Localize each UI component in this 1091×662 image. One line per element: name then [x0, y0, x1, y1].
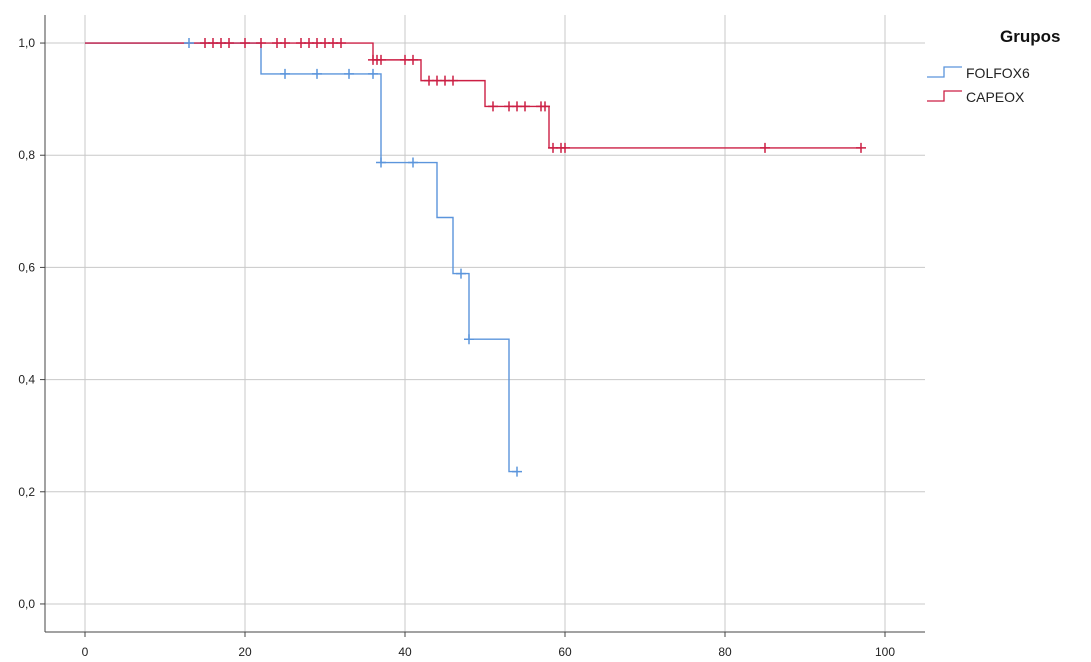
y-tick-label: 0,0 [18, 597, 35, 611]
censor-mark-folfox6 [184, 38, 194, 49]
legend-label-capeox: CAPEOX [966, 89, 1025, 105]
censor-mark-folfox6 [368, 68, 378, 79]
axes: 0 20 40 60 80 100 0,0 0,2 0,4 0,6 0,8 1,0 [18, 15, 925, 659]
censor-mark-capeox [224, 38, 234, 49]
legend-label-folfox6: FOLFOX6 [966, 65, 1030, 81]
censor-mark-folfox6 [280, 68, 290, 79]
censor-mark-folfox6 [376, 157, 386, 168]
series-line-capeox [85, 42, 861, 149]
x-tick-label: 80 [718, 645, 732, 659]
censor-mark-capeox [280, 38, 290, 49]
censor-mark-capeox [376, 54, 386, 65]
series-line-folfox6 [85, 42, 517, 473]
y-tick-label: 0,2 [18, 485, 35, 499]
x-tick-label: 60 [558, 645, 572, 659]
censor-mark-capeox [488, 101, 498, 112]
x-tick-label: 40 [398, 645, 412, 659]
x-tick-label: 20 [238, 645, 252, 659]
censor-mark-capeox [760, 142, 770, 153]
censor-mark-capeox [856, 142, 866, 153]
x-tick-label: 0 [82, 645, 89, 659]
legend-title: Grupos [1000, 27, 1060, 46]
y-tick-label: 0,6 [18, 260, 35, 274]
y-tick-label: 1,0 [18, 36, 35, 50]
censor-mark-folfox6 [512, 466, 522, 477]
x-tick-label: 100 [875, 645, 895, 659]
censor-mark-folfox6 [408, 157, 418, 168]
censor-mark-folfox6 [344, 68, 354, 79]
censor-mark-capeox [240, 38, 250, 49]
series-lines [85, 42, 861, 473]
censor-mark-capeox [560, 142, 570, 153]
censor-mark-capeox [256, 38, 266, 49]
grid [45, 15, 925, 632]
censor-mark-folfox6 [456, 268, 466, 279]
censor-mark-folfox6 [312, 68, 322, 79]
censor-mark-folfox6 [464, 334, 474, 345]
legend-swatch-folfox6 [927, 66, 962, 78]
legend-entry-capeox: CAPEOX [927, 89, 1025, 105]
y-tick-label: 0,4 [18, 373, 35, 387]
y-tick-label: 0,8 [18, 148, 35, 162]
censor-mark-capeox [408, 54, 418, 65]
censor-mark-capeox [540, 101, 550, 112]
censor-mark-capeox [520, 101, 530, 112]
legend-entry-folfox6: FOLFOX6 [927, 65, 1030, 81]
legend-swatch-capeox [927, 90, 962, 102]
censor-mark-capeox [336, 38, 346, 49]
censor-mark-capeox [448, 75, 458, 86]
censor-marks [184, 38, 866, 477]
legend: Grupos FOLFOX6 CAPEOX [927, 27, 1060, 105]
